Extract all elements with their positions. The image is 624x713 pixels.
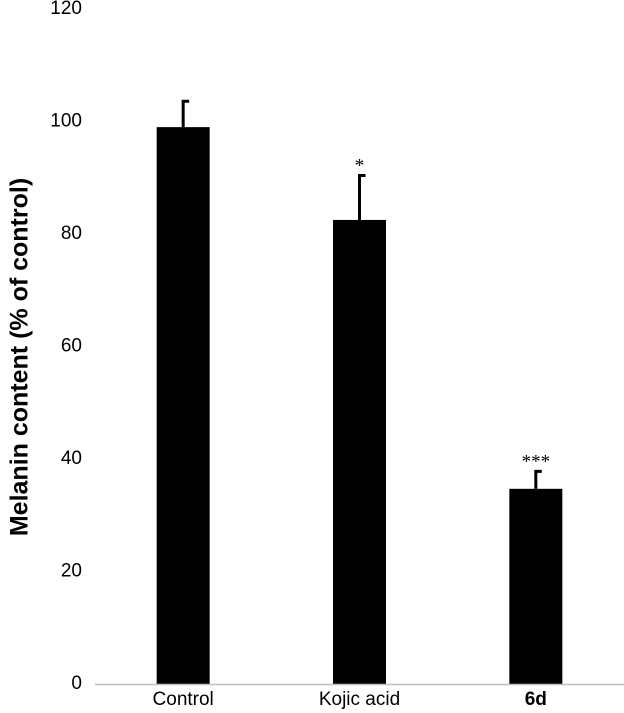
x-category-label: 6d	[525, 689, 547, 710]
x-category-label: Control	[153, 689, 214, 710]
error-bar	[181, 99, 190, 128]
error-bar	[358, 174, 366, 220]
y-tick-label: 0	[71, 673, 82, 694]
bar-control	[156, 127, 210, 684]
y-tick-label: 120	[50, 0, 82, 19]
y-tick-label: 20	[61, 561, 82, 582]
y-tick-label: 80	[61, 223, 82, 244]
significance-marks: ****	[355, 156, 550, 473]
x-axis-categories: Control Kojic acid 6d	[153, 689, 547, 710]
y-axis-label: Melanin content (% of control)	[6, 178, 34, 536]
y-axis-ticks: 0 20 40 60 80 100 120	[50, 0, 82, 694]
y-tick-label: 40	[61, 448, 82, 469]
error-bar	[534, 469, 542, 489]
bar-kojic-acid	[333, 219, 386, 684]
x-category-label: Kojic acid	[319, 689, 400, 710]
bars	[156, 127, 563, 684]
significance-mark: *	[355, 156, 365, 177]
y-tick-label: 60	[61, 336, 82, 357]
y-tick-label: 100	[50, 111, 82, 132]
error-bars	[181, 99, 542, 489]
bar-6d	[509, 488, 563, 684]
significance-mark: ***	[522, 451, 551, 472]
